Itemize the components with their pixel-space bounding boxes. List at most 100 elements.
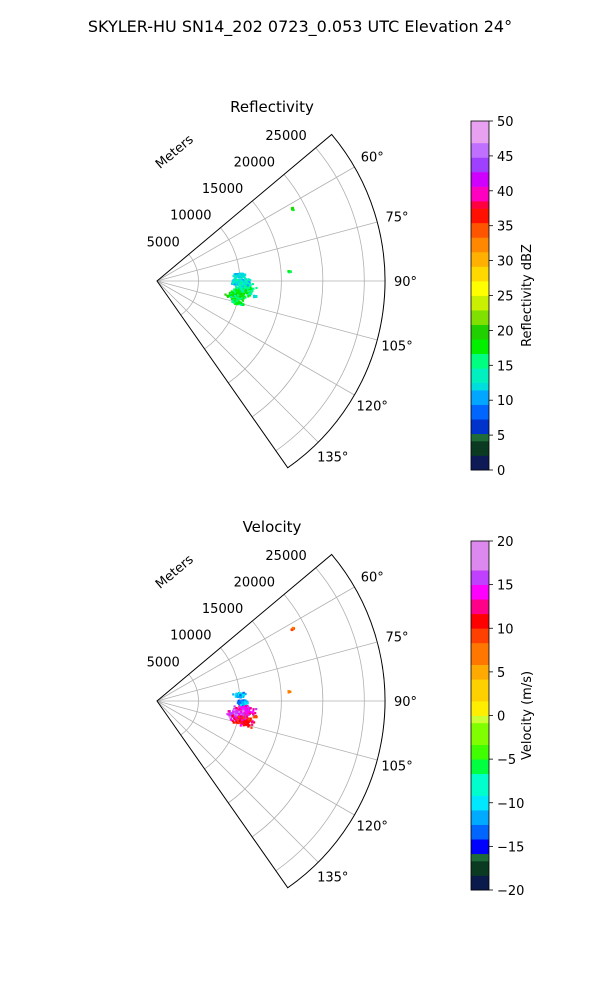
- echo-pixel: [248, 724, 251, 727]
- echo-pixel: [241, 296, 244, 299]
- colorbar-segment: [471, 642, 489, 651]
- echo-pixel: [255, 708, 258, 711]
- colorbar-segment: [471, 121, 489, 129]
- colorbar-segment: [471, 280, 489, 289]
- colorbar-segment: [471, 360, 489, 369]
- echo-pixel: [236, 716, 239, 719]
- colorbar-segment: [471, 810, 489, 818]
- echo-pixel: [241, 289, 244, 292]
- echo-pixel: [232, 711, 235, 714]
- colorbar-segment: [471, 208, 489, 216]
- colorbar-segment: [471, 577, 489, 586]
- echo-pixel: [238, 692, 241, 695]
- echo-pixel: [237, 278, 240, 281]
- echo-pixel: [237, 719, 240, 723]
- colorbar-segment: [471, 606, 489, 615]
- colorbar-tick-label: 10: [497, 622, 514, 637]
- echo-pixel: [238, 710, 241, 714]
- echo-pixel: [234, 721, 238, 724]
- echo-pixel: [249, 284, 252, 287]
- colorbar-segment: [471, 591, 489, 600]
- colorbar-segment: [471, 193, 489, 202]
- echo-pixel: [243, 705, 246, 709]
- echo-pixel: [247, 721, 250, 724]
- angle-tick-label: 75°: [386, 211, 409, 226]
- echo-pixel: [241, 281, 244, 284]
- echo-pixel: [250, 721, 254, 724]
- angle-gridline: [156, 221, 378, 282]
- colorbar-segment: [471, 671, 489, 680]
- echo-pixel: [243, 719, 246, 722]
- colorbar-segment: [471, 773, 489, 782]
- echo-pixel: [253, 296, 256, 299]
- range-tick-label: 25000: [265, 129, 306, 144]
- colorbar-segment: [471, 853, 489, 862]
- colorbar-segment: [471, 715, 489, 724]
- echo-pixel: [244, 699, 247, 702]
- colorbar-segment: [471, 433, 489, 442]
- echo-pixel: [235, 300, 238, 303]
- colorbar-segment: [471, 310, 489, 318]
- echo-pixel: [232, 275, 235, 278]
- echo-pixel: [232, 288, 236, 291]
- echo-pixel: [233, 705, 236, 708]
- echo-pixel: [246, 711, 249, 714]
- echo-pixel: [247, 281, 250, 284]
- colorbar-segment: [471, 426, 489, 435]
- echo-pixel: [241, 280, 244, 283]
- echo-pixel: [232, 721, 235, 724]
- colorbar-segment: [471, 868, 489, 876]
- echo-pixel: [233, 291, 236, 294]
- range-tick-label: 15000: [202, 182, 243, 197]
- echo-pixel: [235, 275, 238, 278]
- echo-pixel: [249, 287, 253, 290]
- echo-pixel: [242, 717, 245, 720]
- colorbar-tick-label: 20: [497, 535, 514, 550]
- echo-pixel: [290, 628, 293, 631]
- echo-pixel: [233, 294, 237, 297]
- colorbar-segment: [471, 759, 489, 767]
- echo-pixel: [246, 710, 249, 713]
- echo-layer: [224, 206, 295, 306]
- echo-pixel: [239, 703, 242, 706]
- colorbar-segment: [471, 875, 489, 884]
- echo-pixel: [224, 293, 227, 296]
- echo-pixel: [236, 717, 239, 720]
- echo-pixel: [239, 274, 242, 277]
- echo-pixel: [250, 726, 253, 729]
- echo-pixel: [239, 701, 242, 704]
- echo-pixel: [228, 291, 231, 294]
- angle-tick-label: 105°: [381, 339, 412, 354]
- colorbar-segment: [471, 215, 489, 224]
- figure-title: SKYLER-HU SN14_202 0723_0.053 UTC Elevat…: [88, 17, 512, 37]
- echo-pixel: [243, 295, 246, 298]
- echo-pixel: [231, 279, 234, 282]
- echo-pixel: [237, 274, 240, 277]
- echo-pixel: [238, 280, 241, 283]
- angle-tick-label: 90°: [394, 275, 417, 290]
- echo-pixel: [242, 282, 245, 285]
- echo-pixel: [243, 273, 246, 276]
- echo-pixel: [246, 290, 249, 293]
- echo-pixel: [249, 278, 252, 282]
- echo-pixel: [238, 272, 241, 275]
- echo-pixel: [233, 712, 236, 715]
- colorbar-segment: [471, 346, 489, 355]
- colorbar-label: Reflectivity dBZ: [520, 244, 535, 347]
- colorbar-segment: [471, 613, 489, 622]
- angle-tick-label: 60°: [361, 151, 384, 166]
- angle-gridline: [156, 280, 355, 396]
- echo-pixel: [246, 723, 249, 726]
- echo-pixel: [247, 725, 250, 728]
- colorbar-segment: [471, 353, 489, 362]
- colorbar-segment: [471, 230, 489, 238]
- echo-pixel: [252, 716, 255, 719]
- echo-pixel: [235, 717, 238, 720]
- colorbar-segment: [471, 419, 489, 427]
- echo-pixel: [236, 287, 239, 290]
- echo-pixel: [236, 302, 239, 306]
- echo-pixel: [243, 712, 246, 716]
- colorbar-segment: [471, 824, 489, 833]
- angle-gridline: [156, 280, 319, 443]
- echo-pixel: [229, 713, 232, 716]
